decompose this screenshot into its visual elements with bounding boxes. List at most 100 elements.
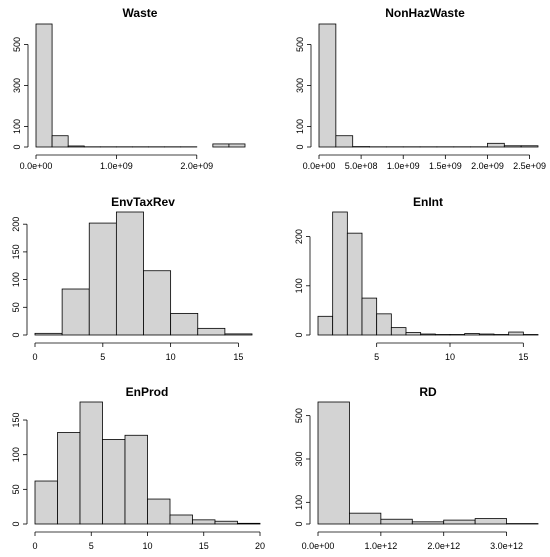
histogram-bar [390, 327, 407, 336]
histogram-panel-enprod: EnProd 0 50 100 150 0 5 10 15 20 [11, 385, 265, 551]
histogram-bar [376, 313, 392, 336]
histogram-bar [214, 520, 238, 525]
y-tick-label: 0 [294, 332, 304, 337]
histogram-panel-nonhazwaste: NonHazWaste 0 100 300 500 0.0e+00 5.0e+08 1.0e+… [295, 6, 546, 171]
x-tick-label: 0 [32, 352, 37, 362]
y-tick-label: 300 [295, 78, 305, 93]
y-tick-label: 0 [11, 521, 21, 526]
histogram-bar [35, 23, 53, 148]
chart-title: EnInt [413, 195, 443, 209]
histogram-bar [228, 143, 246, 148]
histogram-bar [124, 434, 148, 525]
x-tick-label: 5 [100, 352, 105, 362]
histogram-bar [332, 211, 348, 336]
y-tick-label: 100 [295, 119, 305, 134]
histogram-bar [51, 135, 69, 148]
y-tick-label: 150 [11, 413, 21, 428]
histogram-bar [520, 145, 539, 148]
histogram-bar [361, 297, 378, 336]
histogram-bar [67, 145, 85, 148]
histogram-bar [237, 522, 261, 525]
x-tick-label: 10 [166, 352, 176, 362]
histogram-bar [380, 518, 413, 525]
histogram-panel-envtaxrev: EnvTaxRev 0 50 100 150 200 0 5 10 15 [11, 195, 253, 362]
x-tick-label: 15 [199, 541, 209, 551]
histogram-bar [102, 439, 126, 525]
histogram-bar [346, 232, 363, 336]
histogram-panel-enint: EnInt 0 100 200 5 10 15 [294, 195, 539, 362]
x-tick-label: 0 [32, 541, 37, 551]
histogram-bar [192, 519, 216, 525]
chart-title: EnvTaxRev [111, 195, 175, 209]
histogram-bar [478, 333, 495, 336]
histogram-panel-rd: RD 0 100 300 500 0.0e+00 1.0e+12 2.0e+12 3.0e+12 [294, 385, 539, 551]
histogram-bar [474, 518, 507, 525]
y-tick-label: 50 [11, 302, 21, 312]
x-tick-label: 5 [374, 352, 379, 362]
histogram-bar [443, 519, 476, 525]
y-tick-label: 100 [11, 447, 21, 462]
x-tick-label: 2.0e+12 [427, 541, 460, 551]
histogram-bar [508, 331, 524, 336]
x-tick-label: 10 [445, 352, 455, 362]
y-tick-label: 100 [294, 278, 304, 293]
y-tick-label: 100 [12, 119, 22, 134]
histogram-bar [405, 332, 422, 336]
x-tick-label: 20 [255, 541, 265, 551]
x-tick-label: 3.0e+12 [490, 541, 523, 551]
y-tick-label: 200 [294, 229, 304, 244]
histogram-bar [224, 333, 253, 336]
histogram-panel-waste: Waste 0 100 300 500 0.0e+00 1.0e+09 2.0e+09 [12, 6, 246, 171]
y-tick-label: 300 [294, 451, 304, 466]
chart-title: Waste [123, 6, 158, 20]
x-tick-label: 5 [89, 541, 94, 551]
y-tick-label: 500 [295, 37, 305, 52]
histogram-bar [143, 270, 172, 336]
x-tick-label: 15 [233, 352, 243, 362]
y-tick-label: 200 [11, 217, 21, 232]
y-tick-label: 0 [12, 144, 22, 149]
chart-title: RD [419, 385, 437, 399]
y-tick-label: 100 [294, 495, 304, 510]
x-tick-label: 2.5e+09 [513, 161, 546, 171]
histogram-bar [212, 143, 230, 148]
histogram-bar [61, 288, 90, 336]
y-tick-label: 150 [11, 244, 21, 259]
histogram-bar [335, 135, 354, 148]
x-tick-label: 0.0e+00 [303, 161, 336, 171]
histogram-bar [115, 211, 144, 336]
histogram-bar [79, 401, 103, 525]
histogram-bar [34, 480, 58, 525]
x-tick-label: 5.0e+08 [345, 161, 378, 171]
histogram-bar [349, 512, 382, 525]
y-tick-label: 0 [294, 521, 304, 526]
histogram-bar [464, 333, 480, 336]
x-tick-label: 10 [142, 541, 152, 551]
x-tick-label: 15 [518, 352, 528, 362]
x-tick-label: 1.5e+09 [429, 161, 462, 171]
histogram-bar [420, 333, 436, 336]
histogram-bar [317, 401, 350, 525]
x-tick-label: 1.0e+09 [100, 161, 133, 171]
y-tick-label: 100 [11, 272, 21, 287]
histogram-bar [411, 521, 445, 525]
x-tick-label: 0.0e+00 [20, 161, 53, 171]
histogram-bar [317, 315, 334, 336]
y-tick-label: 300 [12, 78, 22, 93]
y-tick-label: 0 [295, 144, 305, 149]
x-tick-label: 1.0e+12 [364, 541, 397, 551]
histogram-bar [34, 332, 63, 336]
chart-title: EnProd [126, 385, 169, 399]
x-tick-label: 2.0e+09 [180, 161, 213, 171]
histogram-bar [197, 327, 226, 336]
x-tick-label: 0.0e+00 [302, 541, 335, 551]
y-tick-label: 500 [294, 408, 304, 423]
histogram-bar [147, 498, 171, 525]
y-tick-label: 50 [11, 484, 21, 494]
histogram-bar [88, 222, 117, 336]
chart-title: NonHazWaste [385, 6, 465, 20]
histogram-bar [169, 514, 193, 525]
histogram-bar [487, 142, 505, 148]
histogram-bar [318, 23, 337, 148]
